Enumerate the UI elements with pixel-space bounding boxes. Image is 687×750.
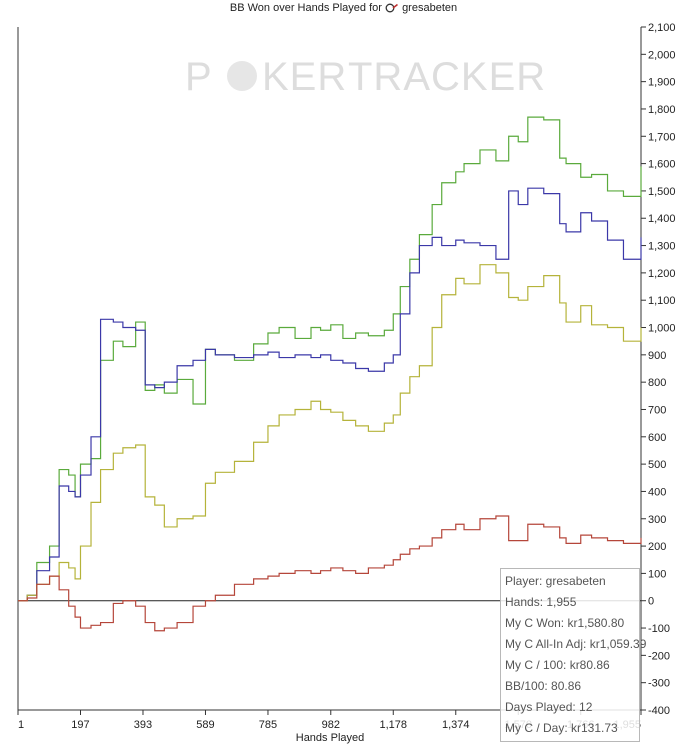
y-tick-label: 200: [648, 541, 666, 553]
series-line-3: [18, 515, 642, 632]
x-tick-label: 1,178: [380, 719, 408, 731]
series-line-1: [18, 187, 642, 602]
axes: -400 -300 -200 -100 0 100 200 300 400 500 600 700 80…: [17, 22, 676, 731]
y-tick-label: 600: [648, 432, 666, 444]
y-tick-label: 1,000: [648, 323, 676, 335]
watermark-part3: TRACKER: [348, 55, 546, 99]
stats-row-days: Days Played: 12: [505, 700, 593, 714]
stats-row-hands: Hands: 1,955: [505, 595, 577, 609]
x-tick-label: 589: [196, 719, 214, 731]
y-tick-label: 1,100: [648, 295, 676, 307]
y-tick-label: 800: [648, 377, 666, 389]
pokertracker-watermark: P KER TRACKER: [185, 55, 546, 99]
x-tick-label: 1,374: [442, 719, 470, 731]
y-tick-label: -400: [648, 705, 670, 717]
stats-row-player: Player: gresabeten: [505, 574, 606, 588]
watermark-part2: KER: [262, 55, 347, 99]
y-tick-label: 0: [648, 596, 654, 608]
y-tick-label: 300: [648, 514, 666, 526]
x-tick-label: 197: [71, 719, 89, 731]
y-tick-label: 1,700: [648, 131, 676, 143]
y-tick-label: 1,500: [648, 186, 676, 198]
watermark-chip-icon: [227, 61, 257, 91]
stats-tooltip: Player: gresabeten Hands: 1,955 My C Won…: [500, 568, 646, 742]
y-tick-label: 1,800: [648, 104, 676, 116]
stats-row-bb100: BB/100: 80.86: [505, 679, 582, 693]
x-tick-label: 785: [259, 719, 277, 731]
y-tick-label: -100: [648, 623, 670, 635]
series-layer: [18, 116, 642, 632]
chart-title: BB Won over Hands Played for gresabeten: [0, 2, 687, 14]
series-line-0: [18, 116, 642, 602]
y-tick-label: 700: [648, 404, 666, 416]
x-axis-label: Hands Played: [295, 732, 365, 744]
stats-row-allin-adj: My C All-In Adj: kr1,059.39: [505, 637, 647, 651]
y-tick-label: 100: [648, 568, 666, 580]
watermark-part1: P: [185, 55, 213, 99]
x-tick-label: 393: [134, 719, 152, 731]
y-tick-label: 1,300: [648, 241, 676, 253]
y-tick-label: 2,000: [648, 49, 676, 61]
x-tick-label: 1: [18, 719, 24, 731]
y-tick-label: 1,600: [648, 159, 676, 171]
y-tick-label: -300: [648, 678, 670, 690]
y-tick-label: 400: [648, 486, 666, 498]
stats-row-won: My C Won: kr1,580.80: [505, 616, 625, 630]
player-icon: [385, 3, 398, 13]
y-tick-label: 900: [648, 350, 666, 362]
stats-row-per-100: My C / 100: kr80.86: [505, 658, 610, 672]
chart-player-name: gresabeten: [402, 2, 458, 14]
stats-row-per-day: My C / Day: kr131.73: [505, 721, 618, 735]
y-tick-label: 500: [648, 459, 666, 471]
y-tick-label: 1,900: [648, 77, 676, 89]
chart-title-text: BB Won over Hands Played for: [229, 2, 382, 14]
series-line-2: [18, 264, 642, 602]
y-tick-label: 1,400: [648, 213, 676, 225]
y-tick-label: 2,100: [648, 22, 676, 34]
x-tick-label: 982: [322, 719, 340, 731]
y-tick-label: 1,200: [648, 268, 676, 280]
y-tick-label: -200: [648, 650, 670, 662]
